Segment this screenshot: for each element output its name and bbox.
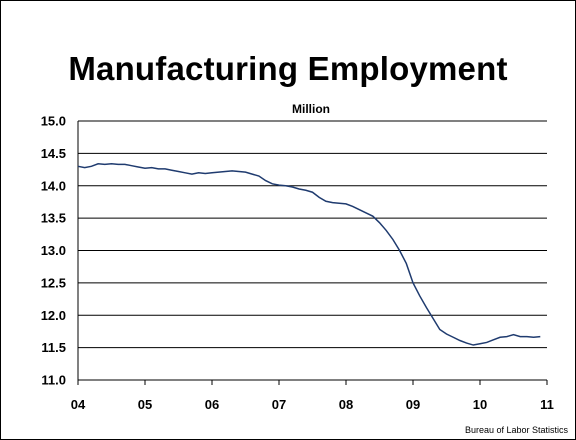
y-tick-label: 13.5	[41, 211, 66, 226]
y-tick-label: 14.5	[41, 146, 66, 161]
y-tick-label: 15.0	[41, 114, 66, 129]
y-tick-label: 14.0	[41, 178, 66, 193]
employment-series-line	[77, 162, 541, 346]
x-tick-labels: 04 05 06 07 08 09 10 11	[71, 397, 554, 412]
y-tick-label: 11.5	[41, 340, 66, 355]
x-tick-label: 04	[71, 397, 86, 412]
grid-lines	[77, 120, 547, 381]
chart-title: Manufacturing Employment	[68, 50, 508, 87]
x-tick-label: 09	[406, 397, 420, 412]
y-tick-label: 12.5	[41, 275, 66, 290]
x-tick-label: 05	[138, 397, 152, 412]
x-tick-marks	[77, 380, 548, 385]
x-tick-label: 07	[272, 397, 286, 412]
x-tick-label: 06	[205, 397, 219, 412]
y-tick-label: 12.0	[41, 308, 66, 323]
y-tick-labels: 15.0 14.5 14.0 13.5 13.0 12.5 12.0 11.5 11.0	[41, 114, 66, 388]
unit-label: Million	[292, 102, 330, 116]
x-tick-label: 10	[473, 397, 487, 412]
y-tick-label: 11.0	[41, 373, 66, 388]
y-tick-label: 13.0	[41, 243, 66, 258]
source-label: Bureau of Labor Statistics	[464, 425, 568, 435]
x-tick-label: 08	[339, 397, 353, 412]
x-tick-label: 11	[540, 397, 554, 412]
